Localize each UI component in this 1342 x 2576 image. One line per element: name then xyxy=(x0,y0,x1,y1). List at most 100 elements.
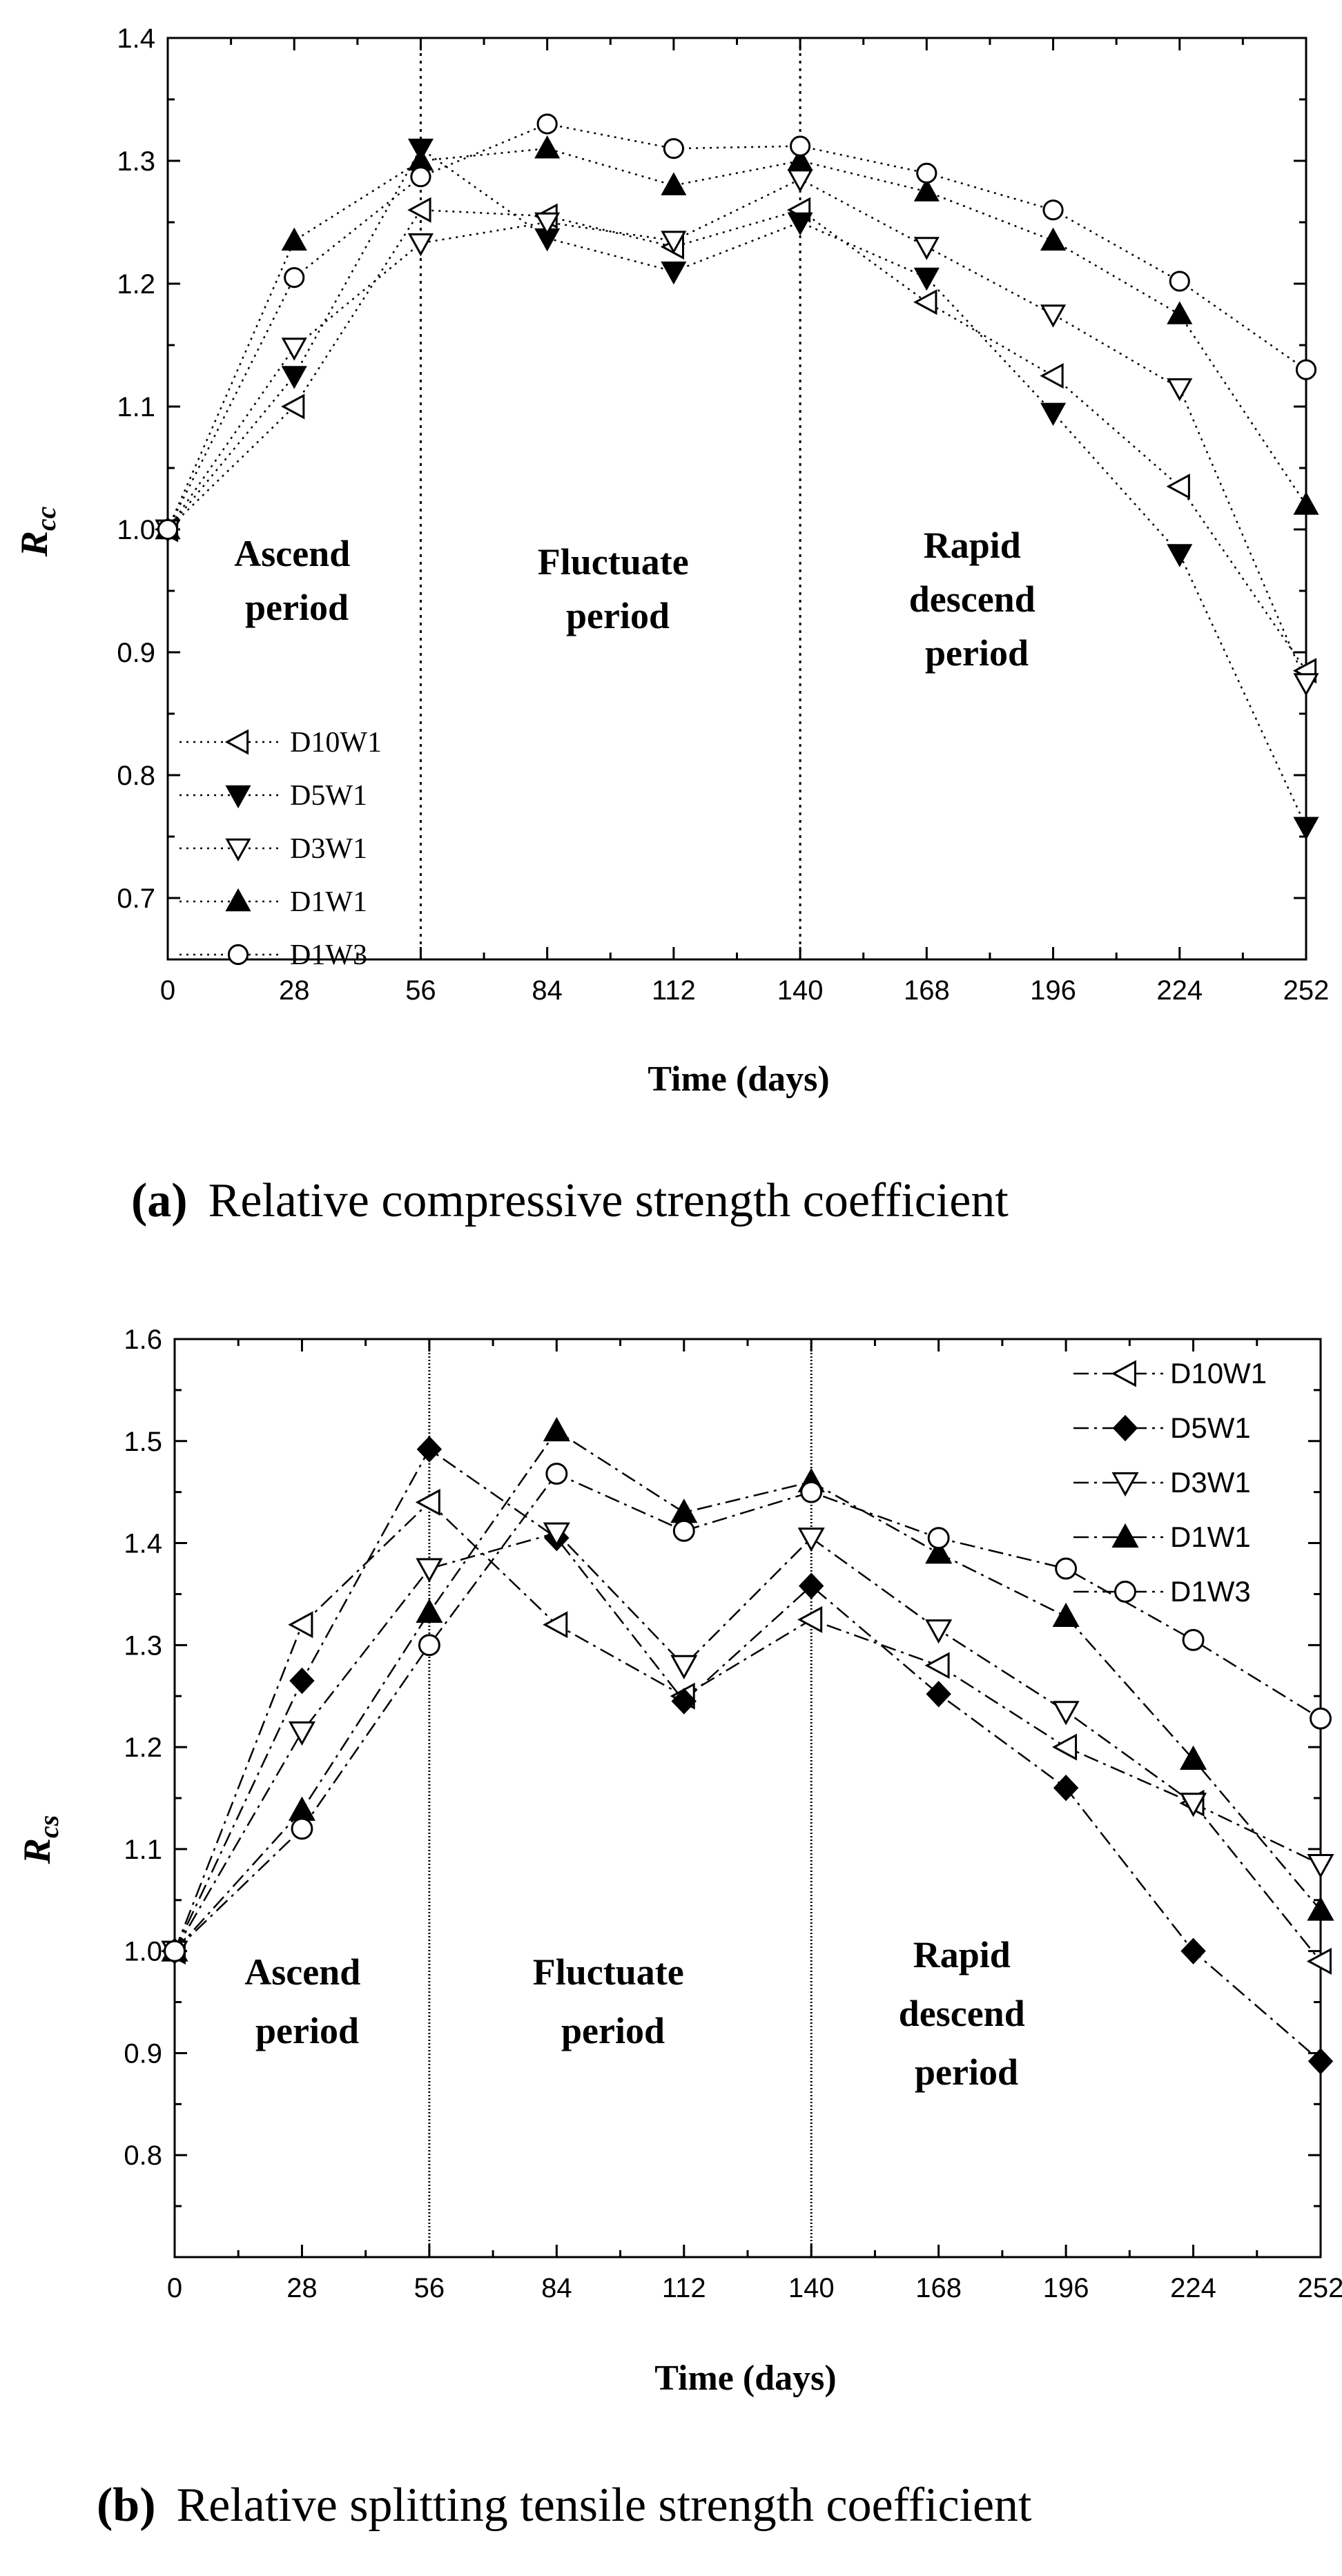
legend-marker-d1w3 xyxy=(227,944,249,966)
legend-marker-d10w1 xyxy=(1111,1360,1136,1387)
data-point-d5w1 xyxy=(1167,544,1193,567)
y-axis-title-b: Rcs xyxy=(16,1815,64,1865)
y-tick-label: 0.9 xyxy=(117,638,155,668)
data-point-d3w1 xyxy=(1307,1853,1334,1879)
data-point-d10w1 xyxy=(543,1611,568,1639)
legend-marker-d3w1 xyxy=(1111,1472,1139,1497)
y-tick-label: 1.4 xyxy=(124,1529,162,1559)
data-point-d3w1 xyxy=(925,1619,953,1644)
x-tick-label: 252 xyxy=(1283,975,1330,1006)
data-point-d1w3 xyxy=(1295,359,1317,380)
data-point-d10w1 xyxy=(1040,362,1064,389)
legend-marker-d1w3 xyxy=(1114,1581,1136,1603)
data-point-d10w1 xyxy=(281,393,305,420)
data-point-d1w3 xyxy=(927,1527,950,1550)
y-tick-label: 1.3 xyxy=(124,1630,162,1661)
data-point-d5w1 xyxy=(661,261,687,285)
data-point-d1w1 xyxy=(913,178,940,202)
data-point-d3w1 xyxy=(1040,304,1067,328)
data-point-d5w1 xyxy=(1040,402,1067,426)
data-point-d10w1 xyxy=(415,1488,440,1516)
y-tick-label: 0.9 xyxy=(124,2038,162,2069)
series-line-d10w1 xyxy=(167,208,1307,672)
legend-marker-d3w1 xyxy=(225,838,251,862)
data-point-d5w1 xyxy=(289,1667,315,1695)
data-point-d3w1 xyxy=(661,231,687,254)
panel-a: 0 28 56 84 112 140 168 196 224 252 0.7 0.8 0.9 1.0 1.1… xyxy=(13,23,1329,1227)
data-point-d3w1 xyxy=(797,1528,825,1552)
x-tick-label: 84 xyxy=(532,975,563,1006)
data-point-d5w1 xyxy=(926,1681,951,1708)
y-tick-label: 1.0 xyxy=(124,1937,162,1967)
data-point-d10w1 xyxy=(407,197,431,223)
y-tick-label: 1.2 xyxy=(117,269,155,300)
y-tick-label: 1.6 xyxy=(124,1325,162,1355)
x-tick-label: 252 xyxy=(1298,2273,1342,2303)
legend-label-d5w1: D5W1 xyxy=(1170,1412,1251,1444)
x-tick-label: 56 xyxy=(405,975,436,1006)
y-tick-label: 1.1 xyxy=(117,392,155,422)
data-point-d10w1 xyxy=(288,1611,313,1639)
series-line-d3w1 xyxy=(173,1532,1321,1952)
data-point-d1w3 xyxy=(284,267,305,289)
data-point-d3w1 xyxy=(1293,673,1319,696)
x-tick-label: 224 xyxy=(1156,975,1203,1006)
panel-b: 0 28 56 84 112 140 168 196 224 252 0.8 0.9 1.0 1.1 1.2… xyxy=(16,1325,1342,2532)
legend-label-d1w1: D1W1 xyxy=(1170,1521,1251,1553)
data-point-d1w1 xyxy=(1040,227,1067,251)
x-tick-label: 84 xyxy=(541,2273,572,2303)
y-tick-label: 1.3 xyxy=(117,146,155,177)
data-point-d1w3 xyxy=(790,135,811,157)
data-point-d1w3 xyxy=(410,166,431,188)
data-point-d3w1 xyxy=(1052,1701,1080,1726)
legend-marker-d1w1 xyxy=(225,888,251,912)
data-point-d1w1 xyxy=(1052,1602,1080,1628)
legend-marker-d1w1 xyxy=(1111,1523,1139,1548)
x-axis-title-a: Time (days) xyxy=(648,1060,829,1099)
data-point-d3w1 xyxy=(1180,1793,1207,1817)
data-point-d1w3 xyxy=(1055,1557,1078,1580)
data-point-d5w1 xyxy=(913,267,940,291)
data-point-d10w1 xyxy=(1166,474,1190,500)
x-tick-label: 56 xyxy=(414,2273,445,2303)
data-point-d1w1 xyxy=(416,1598,443,1623)
data-point-d10w1 xyxy=(797,1606,823,1633)
x-tick-label: 112 xyxy=(662,2273,706,2303)
annotation-ascend-a: Ascend period xyxy=(234,533,360,628)
data-point-d10w1 xyxy=(924,1652,950,1679)
y-tick-label: 1.4 xyxy=(117,23,155,54)
x-tick-label: 0 xyxy=(160,975,175,1006)
data-point-d3w1 xyxy=(534,212,561,236)
data-point-d1w1 xyxy=(281,227,307,251)
x-tick-label: 196 xyxy=(1030,975,1076,1006)
annotation-fluctuate-b: Fluctuate period xyxy=(533,1951,693,2051)
y-tick-label: 1.0 xyxy=(117,515,155,545)
series-line-d5w1 xyxy=(167,147,1307,828)
data-point-d5w1 xyxy=(281,366,307,389)
data-point-d1w1 xyxy=(534,135,561,159)
x-tick-label: 112 xyxy=(652,975,696,1006)
data-point-d1w3 xyxy=(1182,1628,1205,1651)
caption-b: (b) Relative splitting tensile strength c… xyxy=(97,2479,1032,2532)
annotation-ascend-b: Ascend period xyxy=(244,1951,370,2051)
x-tick-label: 168 xyxy=(904,975,950,1006)
x-tick-label: 224 xyxy=(1170,2273,1216,2303)
data-point-d1w1 xyxy=(1307,1896,1334,1921)
data-point-d1w3 xyxy=(291,1817,313,1840)
legend-label-d3w1: D3W1 xyxy=(1170,1466,1251,1499)
data-point-d1w1 xyxy=(1167,301,1193,324)
data-point-d10w1 xyxy=(913,289,937,315)
annotation-fluctuate-a: Fluctuate period xyxy=(538,541,698,636)
data-point-d1w1 xyxy=(543,1416,570,1442)
data-point-d5w1 xyxy=(416,1436,443,1463)
data-point-d1w1 xyxy=(288,1796,315,1821)
series-line-d1w1 xyxy=(174,1430,1321,1952)
series-line-d1w1 xyxy=(166,147,1307,530)
data-point-d5w1 xyxy=(1180,1938,1206,1964)
data-point-d3w1 xyxy=(407,233,434,257)
data-point-d1w3 xyxy=(663,138,684,159)
legend-a: D10W1 D5W1 D3W1 D1W1 D1W3 xyxy=(179,727,382,971)
x-tick-label: 0 xyxy=(167,2273,182,2303)
data-point-d1w3 xyxy=(1310,1707,1332,1730)
series-line-d10w1 xyxy=(173,1501,1321,1962)
